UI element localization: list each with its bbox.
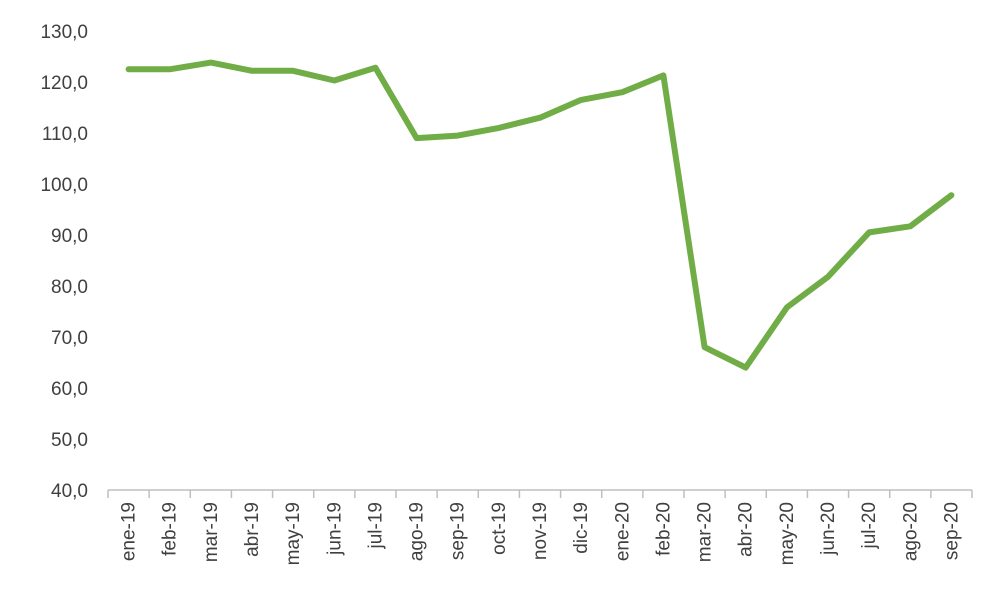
y-tick-label: 80,0 [51, 277, 88, 298]
x-tick-label: jun-19 [324, 502, 345, 556]
x-axis: ene-19 feb-19 mar-19 abr-19 may-19 jun-19 jul-… [107, 489, 973, 565]
y-tick-label: 130,0 [40, 22, 88, 43]
x-tick-label: ago-20 [900, 502, 921, 561]
x-tick-label: sep-20 [941, 502, 962, 560]
x-tick-label: oct-19 [489, 502, 510, 555]
y-tick-label: 120,0 [40, 73, 88, 94]
y-tick-label: 50,0 [51, 430, 88, 451]
x-tick-label: jul-19 [365, 502, 386, 549]
x-tick-label: jun-20 [818, 502, 839, 556]
y-axis: 40,0 50,0 60,0 70,0 80,0 90,0 100,0 110,0 120,0 1… [40, 22, 88, 502]
x-tick-label: sep-19 [448, 502, 469, 560]
x-tick-label: dic-19 [571, 502, 592, 554]
y-tick-label: 40,0 [51, 481, 88, 502]
series-layer [125, 59, 955, 371]
x-tick-label: ene-20 [612, 502, 633, 561]
x-tick-label: jul-20 [859, 502, 880, 549]
y-tick-label: 60,0 [51, 379, 88, 400]
x-tick-label: mar-20 [695, 502, 716, 562]
x-tick-label: may-20 [777, 502, 798, 565]
x-tick-label: nov-19 [530, 502, 551, 560]
x-tick-label: may-19 [283, 502, 304, 565]
x-tick-label: abr-20 [736, 502, 757, 557]
x-tick-label: mar-19 [201, 502, 222, 562]
x-tick-label: ene-19 [119, 502, 140, 561]
series-line [125, 59, 955, 371]
x-tick-label: feb-19 [160, 502, 181, 556]
x-tick-label: ago-19 [407, 502, 428, 561]
x-tick-label: feb-20 [653, 502, 674, 556]
y-tick-label: 100,0 [40, 175, 88, 196]
x-tick-label: abr-19 [242, 502, 263, 557]
y-tick-label: 90,0 [51, 226, 88, 247]
y-tick-label: 70,0 [51, 328, 88, 349]
y-tick-label: 110,0 [42, 124, 88, 145]
